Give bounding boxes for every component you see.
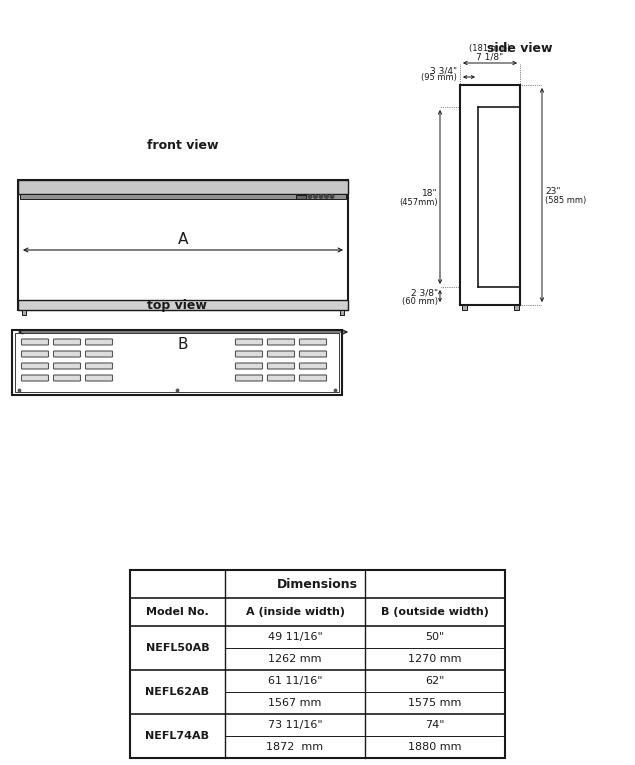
Text: 1270 mm: 1270 mm	[408, 654, 462, 664]
FancyBboxPatch shape	[22, 351, 48, 357]
Text: 49 11/16": 49 11/16"	[267, 632, 323, 642]
FancyBboxPatch shape	[22, 363, 48, 369]
Text: B: B	[178, 337, 188, 352]
Text: 1262 mm: 1262 mm	[268, 654, 322, 664]
FancyBboxPatch shape	[86, 339, 112, 345]
Text: A (inside width): A (inside width)	[246, 607, 345, 617]
FancyBboxPatch shape	[22, 375, 48, 381]
Text: 1880 mm: 1880 mm	[408, 742, 462, 752]
Circle shape	[314, 195, 318, 198]
FancyBboxPatch shape	[300, 351, 326, 357]
Text: 3 3/4": 3 3/4"	[430, 66, 457, 75]
Text: A: A	[178, 232, 188, 247]
Bar	[20, 194, 346, 199]
FancyBboxPatch shape	[236, 339, 262, 345]
Text: 23": 23"	[545, 187, 561, 196]
Bar	[18, 180, 348, 194]
Text: NEFL50AB: NEFL50AB	[145, 643, 210, 653]
FancyBboxPatch shape	[300, 339, 326, 345]
Bar	[296, 194, 306, 198]
FancyBboxPatch shape	[267, 363, 295, 369]
FancyBboxPatch shape	[86, 351, 112, 357]
FancyBboxPatch shape	[86, 363, 112, 369]
FancyBboxPatch shape	[267, 375, 295, 381]
Bar	[15, 333, 339, 392]
FancyBboxPatch shape	[300, 363, 326, 369]
Circle shape	[330, 195, 334, 198]
Text: 50": 50"	[425, 632, 444, 642]
Text: 18": 18"	[422, 188, 438, 197]
FancyBboxPatch shape	[236, 363, 262, 369]
FancyBboxPatch shape	[53, 363, 81, 369]
Text: (181 mm): (181 mm)	[469, 44, 511, 53]
Text: NEFL62AB: NEFL62AB	[145, 687, 210, 697]
Text: 1567 mm: 1567 mm	[269, 698, 322, 708]
Text: (585 mm): (585 mm)	[545, 196, 586, 204]
Text: B (outside width): B (outside width)	[381, 607, 489, 617]
Text: NEFL74AB: NEFL74AB	[145, 731, 210, 741]
Text: (457mm): (457mm)	[399, 197, 438, 207]
FancyBboxPatch shape	[236, 375, 262, 381]
FancyBboxPatch shape	[236, 351, 262, 357]
FancyBboxPatch shape	[267, 339, 295, 345]
Text: side view: side view	[487, 42, 552, 55]
FancyBboxPatch shape	[86, 375, 112, 381]
Bar	[130, 570, 505, 758]
FancyBboxPatch shape	[53, 351, 81, 357]
FancyBboxPatch shape	[22, 339, 48, 345]
Bar	[18, 300, 348, 310]
Bar	[340, 310, 344, 315]
FancyBboxPatch shape	[53, 375, 81, 381]
Text: 7 1/8": 7 1/8"	[476, 52, 504, 61]
Text: 1575 mm: 1575 mm	[408, 698, 462, 708]
Bar	[18, 180, 348, 310]
Text: 2 3/8": 2 3/8"	[411, 288, 438, 298]
Text: 73 11/16": 73 11/16"	[268, 720, 323, 730]
Circle shape	[324, 195, 328, 198]
Text: Dimensions: Dimensions	[277, 578, 358, 591]
Bar	[462, 305, 467, 310]
Text: 74": 74"	[425, 720, 444, 730]
FancyBboxPatch shape	[267, 351, 295, 357]
Text: (60 mm): (60 mm)	[402, 297, 438, 305]
Bar	[12, 330, 342, 395]
Text: (95 mm): (95 mm)	[421, 73, 457, 82]
FancyBboxPatch shape	[300, 375, 326, 381]
Text: 62": 62"	[425, 676, 444, 686]
Circle shape	[308, 195, 312, 198]
Text: Model No.: Model No.	[146, 607, 209, 617]
Text: 1872  mm: 1872 mm	[267, 742, 324, 752]
FancyBboxPatch shape	[53, 339, 81, 345]
Bar	[22, 310, 26, 315]
Circle shape	[319, 195, 323, 198]
Text: 61 11/16": 61 11/16"	[268, 676, 322, 686]
Bar	[514, 305, 519, 310]
Text: front view: front view	[147, 139, 218, 152]
Text: top view: top view	[147, 299, 207, 312]
